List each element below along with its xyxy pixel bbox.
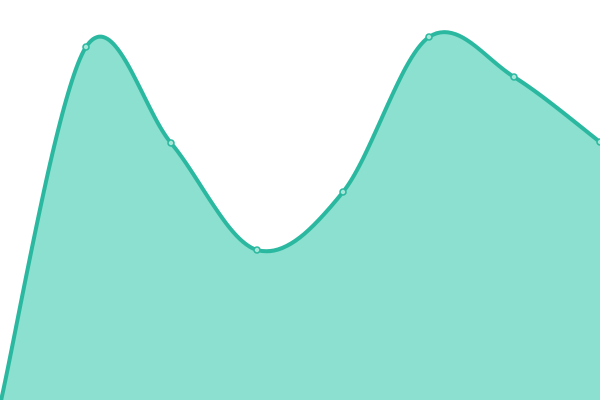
data-point-marker: [253, 246, 261, 254]
data-point-marker: [339, 188, 347, 196]
area-fill: [1, 32, 600, 400]
data-point-marker: [82, 43, 90, 51]
data-point-marker: [167, 139, 175, 147]
data-point-marker: [425, 33, 433, 41]
data-point-marker: [596, 138, 600, 146]
data-point-marker: [510, 73, 518, 81]
